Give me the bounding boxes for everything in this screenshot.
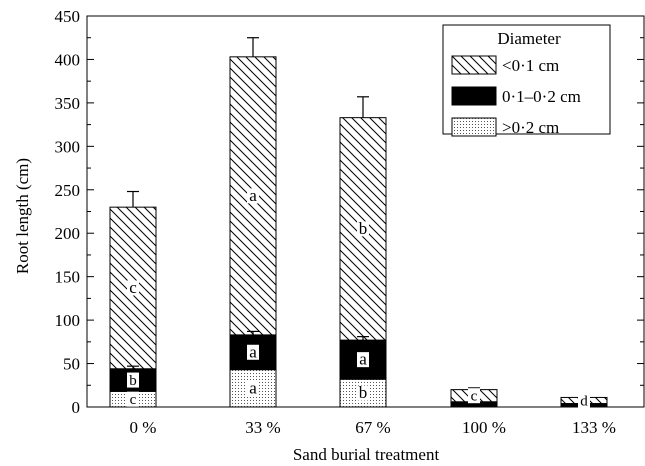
y-tick-label: 450 <box>55 7 81 26</box>
segment-label-bg <box>127 280 139 296</box>
segment-label: d <box>580 393 588 409</box>
segment-label: a <box>249 342 257 361</box>
y-tick-label: 200 <box>55 224 81 243</box>
y-tick-label: 150 <box>55 268 81 287</box>
segment-label: c <box>471 389 478 405</box>
y-tick-label: 50 <box>63 355 80 374</box>
segment-label: a <box>249 378 257 397</box>
legend-swatch-0-1-0-2 <box>451 86 497 106</box>
segment-label-bg <box>578 392 590 408</box>
segment-label-bg <box>127 372 139 388</box>
y-tick-label: 350 <box>55 94 81 113</box>
legend-swatch-lt-0-1 <box>451 55 497 75</box>
y-tick-label: 300 <box>55 137 81 156</box>
y-axis-title: Root length (cm) <box>13 158 32 274</box>
segment-label: b <box>129 373 137 389</box>
legend-swatch-gt-0-2 <box>451 117 497 137</box>
y-tick-label: 0 <box>72 398 81 417</box>
x-tick-label: 100 % <box>462 418 506 437</box>
legend-box <box>442 24 611 135</box>
x-tick-label: 67 % <box>355 418 390 437</box>
axes: 0 50 100 150 200 250 300 350 400 450 0 % 33 % 67 % 10… <box>55 7 644 437</box>
x-axis-title: Sand burial treatment <box>293 445 440 464</box>
segment-label-bg <box>357 221 369 237</box>
y-tick-label: 400 <box>55 50 81 69</box>
legend: Diameter <0·1 cm 0·1–0·2 cm >0·2 cm <box>442 24 611 137</box>
segment-label-bg <box>247 344 259 360</box>
x-tick-label: 0 % <box>130 418 157 437</box>
legend-label-gt-0-2: >0·2 cm <box>502 118 559 137</box>
segment-label: b <box>359 219 368 238</box>
legend-label-0-1-0-2: 0·1–0·2 cm <box>502 87 581 106</box>
segment-label: a <box>359 350 367 369</box>
x-tick-label: 133 % <box>572 418 616 437</box>
x-tick-label: 33 % <box>245 418 280 437</box>
y-tick-label: 100 <box>55 311 81 330</box>
segment-label-bg <box>127 391 139 407</box>
segment-label-bg <box>468 388 480 404</box>
segment-label-bg <box>247 380 259 396</box>
y-tick-label: 250 <box>55 181 81 200</box>
segment-label-bg <box>247 188 259 204</box>
legend-title: Diameter <box>497 29 561 48</box>
segment-label: c <box>129 278 137 297</box>
legend-label-lt-0-1: <0·1 cm <box>502 56 559 75</box>
segment-label: c <box>130 392 137 408</box>
segment-label-bg <box>357 385 369 401</box>
segment-label-bg <box>357 352 369 368</box>
segment-label: b <box>359 383 368 402</box>
segment-label: a <box>249 186 257 205</box>
